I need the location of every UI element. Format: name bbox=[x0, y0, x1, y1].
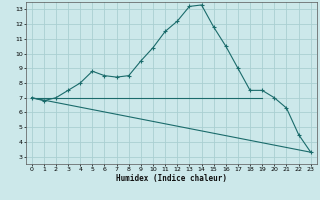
X-axis label: Humidex (Indice chaleur): Humidex (Indice chaleur) bbox=[116, 174, 227, 183]
